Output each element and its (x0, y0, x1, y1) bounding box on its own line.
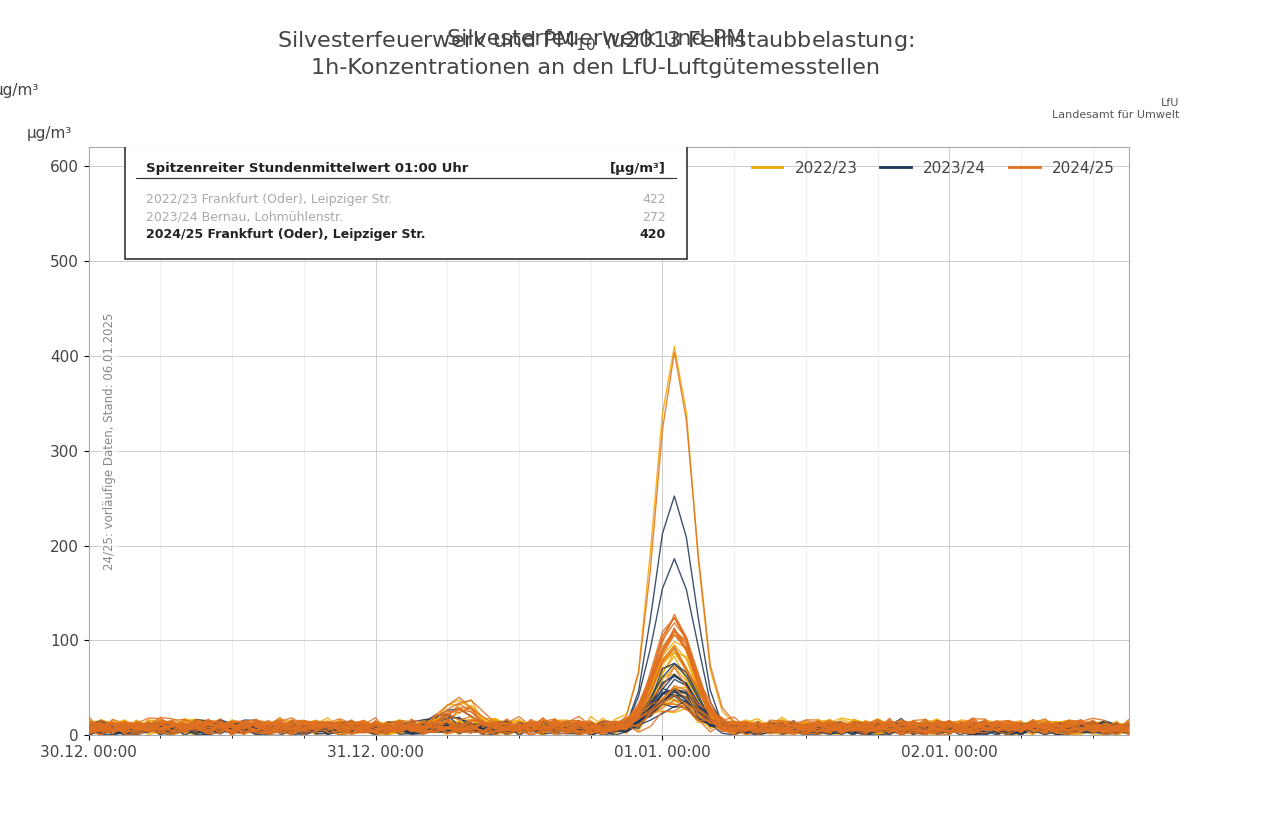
Text: μg/m³: μg/m³ (0, 83, 39, 98)
Text: Silvesterfeuerwerk und PM$_{10}$ \u2013 Feinstaubbelastung:: Silvesterfeuerwerk und PM$_{10}$ \u2013 … (278, 29, 914, 53)
Text: 272: 272 (642, 211, 666, 224)
Legend: 2022/23, 2023/24, 2024/25: 2022/23, 2023/24, 2024/25 (746, 154, 1121, 182)
Text: Spitzenreiter Stundenmittelwert 01:00 Uhr: Spitzenreiter Stundenmittelwert 01:00 Uh… (146, 162, 468, 175)
Text: 420: 420 (639, 228, 666, 241)
Text: 2023/24 Bernau, Lohmühlenstr.: 2023/24 Bernau, Lohmühlenstr. (146, 211, 342, 224)
Text: 1h-Konzentrationen an den LfU-Luftgütemesstellen: 1h-Konzentrationen an den LfU-Luftgüteme… (312, 58, 880, 78)
Text: 422: 422 (642, 193, 666, 206)
Text: LfU
Landesamt für Umwelt: LfU Landesamt für Umwelt (1052, 98, 1179, 119)
Text: 2024/25 Frankfurt (Oder), Leipziger Str.: 2024/25 Frankfurt (Oder), Leipziger Str. (146, 228, 426, 241)
FancyBboxPatch shape (126, 144, 687, 259)
Text: 24/25: vorläufige Daten, Stand: 06.01.2025: 24/25: vorläufige Daten, Stand: 06.01.20… (103, 312, 117, 570)
Text: 2022/23 Frankfurt (Oder), Leipziger Str.: 2022/23 Frankfurt (Oder), Leipziger Str. (146, 193, 392, 206)
Text: μg/m³: μg/m³ (27, 126, 72, 141)
Text: [μg/m³]: [μg/m³] (610, 162, 666, 175)
Text: Silvesterfeuerwerk und PM: Silvesterfeuerwerk und PM (446, 29, 746, 49)
